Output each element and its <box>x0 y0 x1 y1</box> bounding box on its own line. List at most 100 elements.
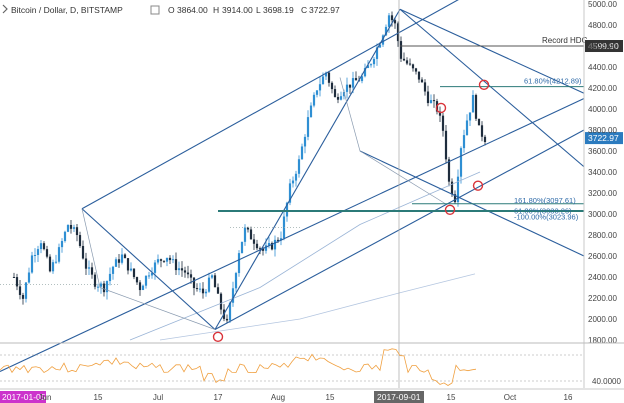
candle-body <box>93 274 97 287</box>
candle-body <box>363 68 367 77</box>
candle-body <box>114 259 118 267</box>
candle-body <box>432 100 436 102</box>
candle-body <box>321 76 325 85</box>
low-value: 3698.19 <box>263 5 294 15</box>
candle-body <box>477 118 481 126</box>
candle-body <box>186 272 190 275</box>
candle-body <box>210 275 214 278</box>
candle-body <box>267 243 271 246</box>
candle-body <box>207 277 211 292</box>
candle-body <box>21 294 25 299</box>
candle-body <box>240 241 244 254</box>
fib-level-label: 61.80%(4212.89) <box>524 77 582 86</box>
candle-body <box>60 241 64 248</box>
channel-line <box>399 8 585 94</box>
plot-area[interactable] <box>0 0 585 388</box>
candle-body <box>54 261 58 263</box>
candle-body <box>405 60 409 64</box>
price-tag-caption: Record HDC <box>542 36 588 45</box>
y-tick-label: 4800.00 <box>588 21 617 30</box>
candle-body <box>462 135 466 149</box>
candle-body <box>99 283 103 287</box>
candle-body <box>327 72 331 83</box>
candle-body <box>36 249 40 256</box>
x-tick-label: 15 <box>326 393 335 402</box>
candle-body <box>288 183 292 203</box>
candle-body <box>144 275 148 286</box>
candle-body <box>51 262 55 272</box>
candle-body <box>441 115 445 131</box>
candle-body <box>351 78 355 88</box>
channel-line <box>399 8 585 168</box>
y-tick-label: 3800.00 <box>588 126 617 135</box>
helper-line <box>359 150 446 204</box>
candle-body <box>354 78 358 81</box>
settings-icon[interactable] <box>150 5 160 15</box>
candle-body <box>39 243 43 250</box>
candle-body <box>339 96 343 100</box>
candle-body <box>231 288 235 303</box>
candle-body <box>276 239 280 241</box>
candle-body <box>24 282 28 299</box>
marker-circle <box>444 204 456 216</box>
candle-body <box>456 176 460 203</box>
y-tick-label: 4400.00 <box>588 63 617 72</box>
marker-circle <box>472 180 484 191</box>
candle-body <box>453 194 457 203</box>
candle-body <box>459 148 463 177</box>
candle-body <box>294 173 298 181</box>
candle-body <box>180 268 184 271</box>
y-tick-label: 3600.00 <box>588 147 617 156</box>
candle-body <box>366 65 370 69</box>
candle-body <box>291 180 295 184</box>
candle-body <box>84 258 88 269</box>
annotations: 61.80%(4212.89)161.80%(3097.61)61.80%(30… <box>212 36 623 343</box>
candle-body <box>420 79 424 83</box>
candle-body <box>390 15 394 21</box>
candle-body <box>198 288 202 290</box>
candle-body <box>129 268 133 271</box>
candle-body <box>159 259 163 261</box>
candle-body <box>195 288 199 290</box>
rsi-panel: 40.0000 <box>0 342 624 386</box>
chart-header: Bitcoin / Dollar, D, BITSTAMP O 3864.00 … <box>2 4 340 15</box>
candle-body <box>252 239 256 244</box>
open-label: O <box>168 5 175 15</box>
candle-body <box>183 270 187 273</box>
price-tag-box <box>585 40 623 53</box>
y-tick-label: 3000.00 <box>588 210 617 219</box>
candle-body <box>369 64 373 66</box>
candle-body <box>69 224 73 229</box>
collapse-arrow-icon[interactable] <box>2 4 8 14</box>
candle-body <box>447 159 451 182</box>
candle-body <box>249 229 253 240</box>
candle-body <box>411 64 415 69</box>
candle-body <box>273 239 277 250</box>
candle-body <box>342 91 346 97</box>
candle-body <box>399 41 403 59</box>
candle-body <box>168 257 172 261</box>
y-tick-label: 2400.00 <box>588 273 617 282</box>
candle-body <box>111 266 115 274</box>
candle-body <box>189 274 193 278</box>
candle-body <box>102 283 106 293</box>
candle-body <box>402 58 406 61</box>
y-tick-label: 2000.00 <box>588 315 617 324</box>
candle-body <box>396 23 400 42</box>
x-tick-label: 17 <box>214 393 223 402</box>
candle-body <box>381 35 385 45</box>
x-tick-label: 15 <box>447 393 456 402</box>
candle-body <box>417 71 421 80</box>
candle-body <box>177 268 181 271</box>
ma-line-slow <box>159 273 476 341</box>
symbol-title: Bitcoin / Dollar, D, BITSTAMP <box>11 5 123 15</box>
candle-body <box>387 15 391 27</box>
candle-body <box>126 258 130 271</box>
candle-body <box>246 227 250 230</box>
candle-body <box>30 255 34 273</box>
x-tick-label: Aug <box>271 393 285 402</box>
high-value: 3914.00 <box>222 5 253 15</box>
cursor-date-tag <box>374 391 424 403</box>
candle-body <box>15 277 19 287</box>
